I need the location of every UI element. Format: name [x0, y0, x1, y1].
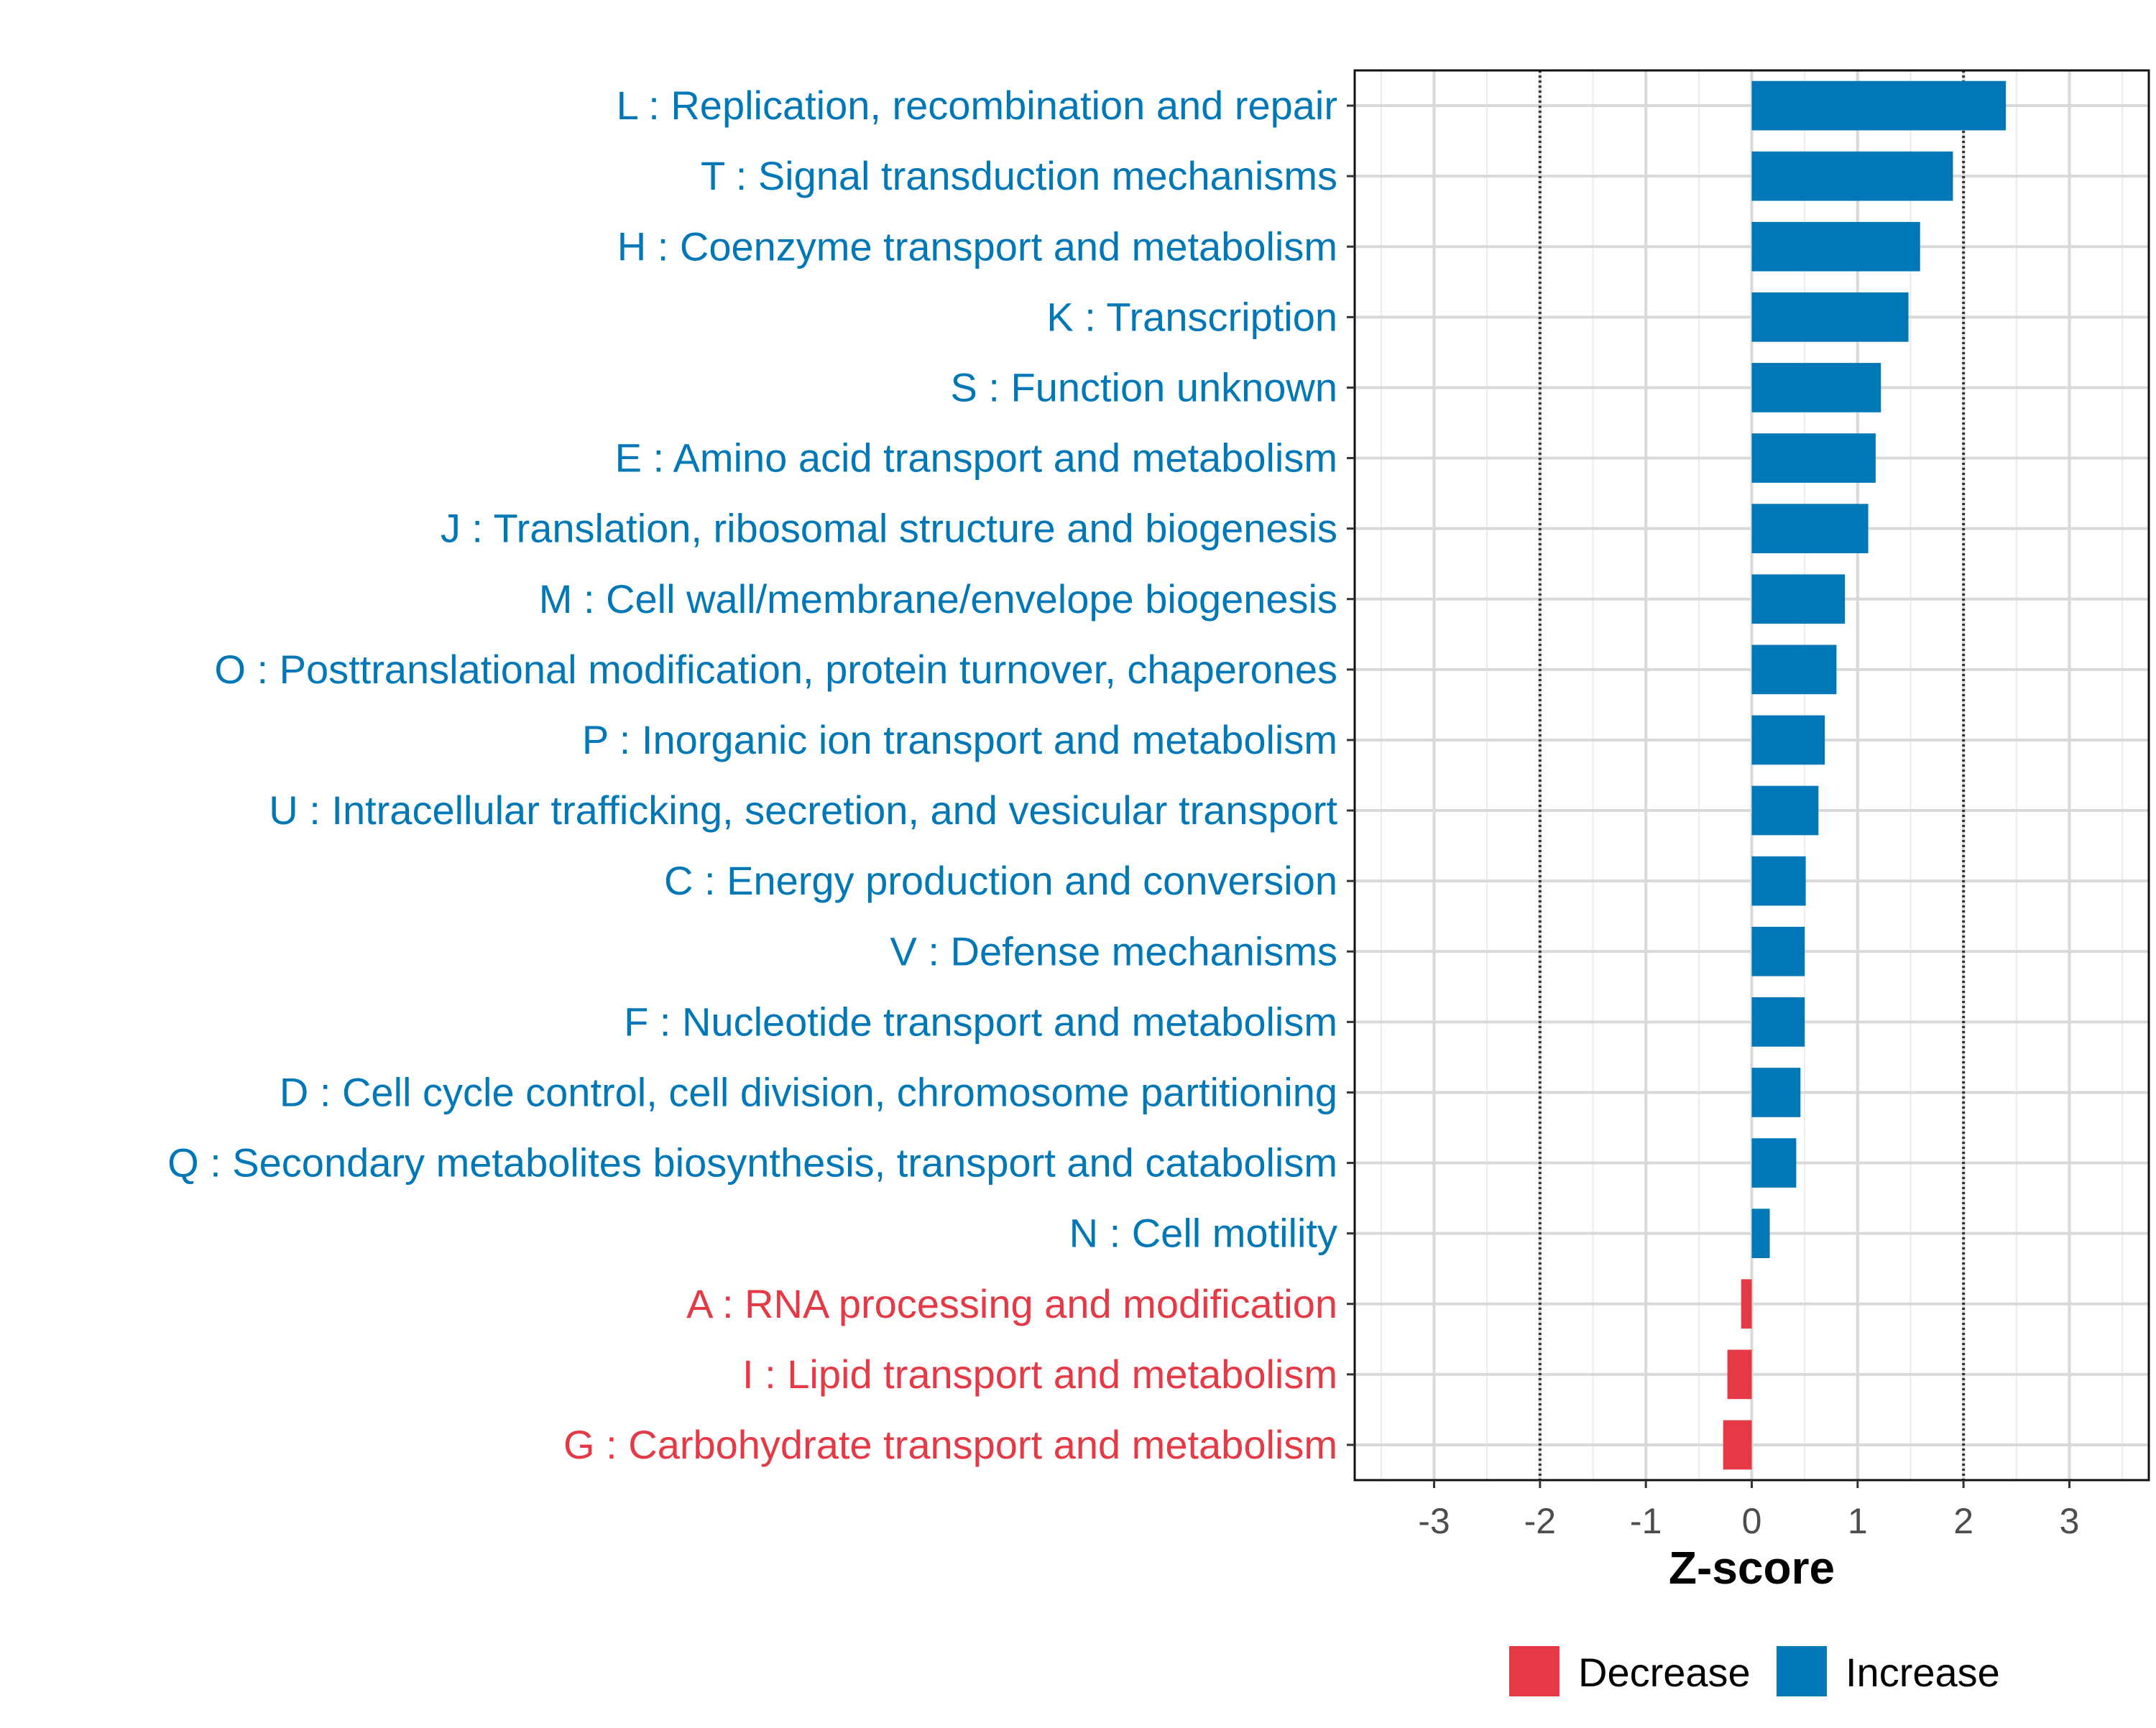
legend-label: Increase	[1846, 1650, 2000, 1695]
legend-swatch	[1509, 1646, 1560, 1696]
category-label: Q : Secondary metabolites biosynthesis, …	[167, 1140, 1337, 1186]
bar	[1741, 1279, 1752, 1329]
bar	[1751, 574, 1846, 624]
category-label: J : Translation, ribosomal structure and…	[441, 506, 1337, 551]
category-label: F : Nucleotide transport and metabolism	[624, 999, 1337, 1044]
bar	[1751, 151, 1953, 201]
category-label: I : Lipid transport and metabolism	[742, 1352, 1337, 1397]
bar	[1751, 433, 1876, 483]
category-label: S : Function unknown	[950, 364, 1337, 410]
bar	[1751, 715, 1825, 765]
bar	[1751, 644, 1837, 695]
category-label: V : Defense mechanisms	[890, 928, 1337, 974]
bar	[1751, 504, 1869, 553]
bar	[1727, 1349, 1752, 1400]
bar	[1751, 80, 2007, 131]
category-label: D : Cell cycle control, cell division, c…	[280, 1069, 1337, 1114]
x-tick-label: 0	[1742, 1501, 1762, 1541]
category-label: U : Intracellular trafficking, secretion…	[269, 787, 1337, 833]
category-label: G : Carbohydrate transport and metabolis…	[563, 1422, 1337, 1467]
x-tick-label: -1	[1630, 1501, 1662, 1541]
bar	[1723, 1420, 1752, 1470]
x-tick-label: 1	[1848, 1501, 1868, 1541]
category-label: M : Cell wall/membrane/envelope biogenes…	[539, 576, 1337, 622]
bar	[1751, 1068, 1801, 1117]
bar	[1751, 292, 1909, 342]
category-label: N : Cell motility	[1069, 1211, 1337, 1256]
bar	[1751, 785, 1819, 836]
bar	[1751, 1138, 1797, 1188]
x-tick-label: -2	[1524, 1501, 1556, 1541]
category-label: T : Signal transduction mechanisms	[701, 153, 1337, 198]
bar	[1751, 926, 1805, 976]
category-label: O : Posttranslational modification, prot…	[214, 647, 1337, 692]
x-axis-title: Z-score	[1669, 1542, 1835, 1594]
bar	[1751, 1209, 1770, 1258]
category-label: A : RNA processing and modification	[686, 1281, 1337, 1326]
category-label: H : Coenzyme transport and metabolism	[617, 223, 1337, 269]
bar	[1751, 221, 1920, 272]
bar	[1751, 363, 1881, 412]
x-tick-label: 3	[2060, 1501, 2080, 1541]
category-label: K : Transcription	[1046, 294, 1337, 339]
category-label: C : Energy production and conversion	[664, 858, 1337, 903]
legend-label: Decrease	[1578, 1650, 1751, 1695]
category-label: P : Inorganic ion transport and metaboli…	[582, 717, 1337, 762]
legend-swatch	[1777, 1646, 1827, 1696]
category-label: L : Replication, recombination and repai…	[617, 83, 1337, 128]
category-label: E : Amino acid transport and metabolism	[615, 435, 1337, 481]
x-tick-label: 2	[1953, 1501, 1973, 1541]
bar	[1751, 997, 1805, 1047]
bar	[1751, 856, 1806, 906]
x-tick-label: -3	[1418, 1501, 1450, 1541]
